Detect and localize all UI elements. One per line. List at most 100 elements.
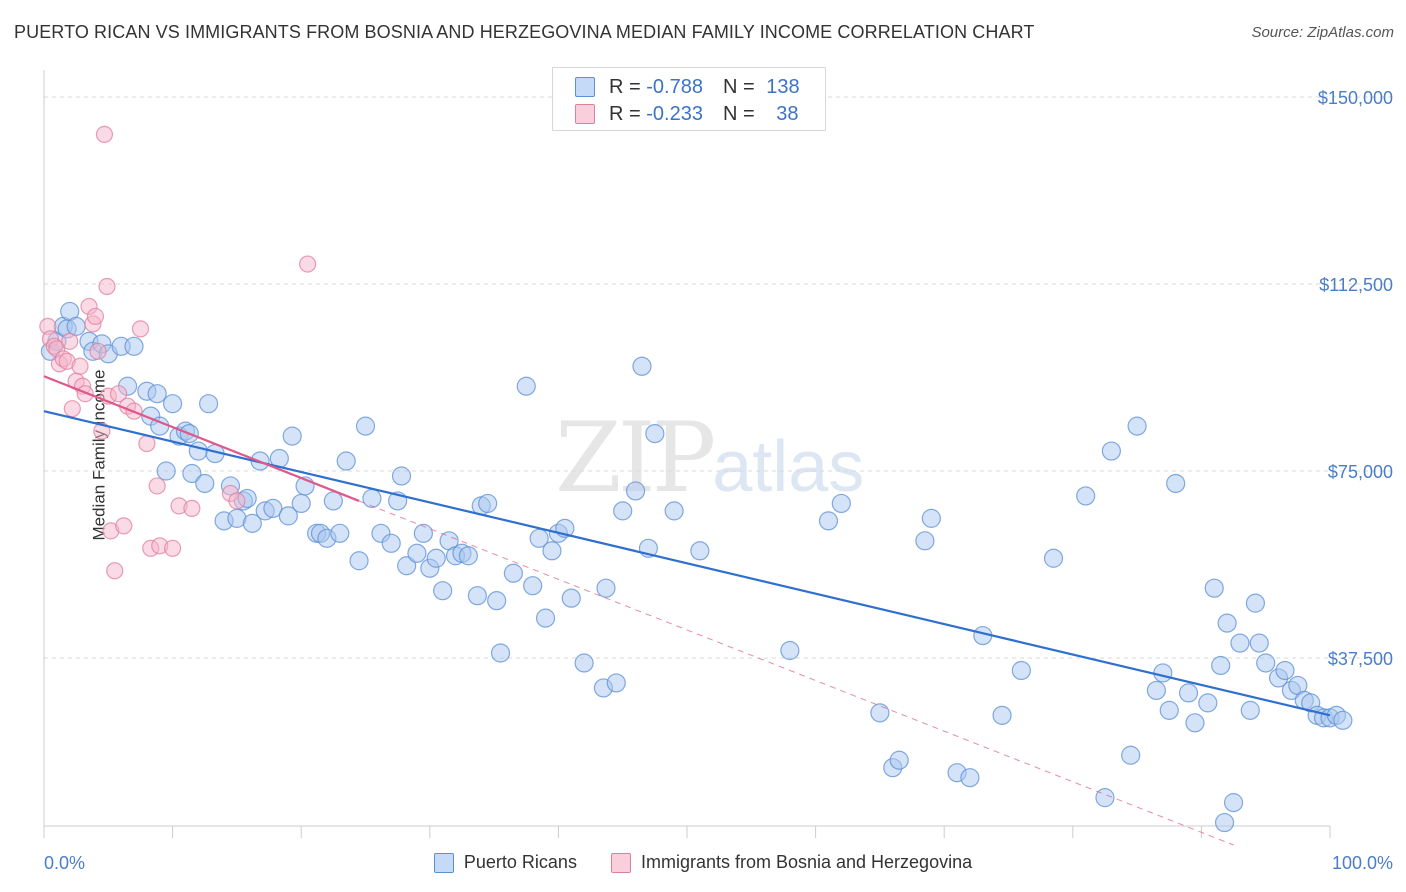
puerto-rican-point [1011,660,1031,681]
legend-n-label: N = [722,102,761,125]
watermark-atlas: atlas [712,427,865,507]
puerto-rican-point [182,463,202,484]
puerto-rican-point [147,384,167,404]
puerto-rican-point [195,473,215,494]
puerto-rican-point [1198,693,1218,713]
puerto-rican-point [1095,788,1115,808]
puerto-rican-point [1101,441,1121,461]
puerto-rican-point [397,556,417,576]
bosnia-point [93,422,111,440]
puerto-rican-point [1230,633,1250,653]
puerto-rican-point [1245,593,1266,613]
puerto-rican-point [1217,613,1237,633]
y-tick-label: $75,000 [1328,462,1393,482]
bosnia-trendline [43,375,360,502]
bosnia-point [228,492,246,510]
puerto-rican-point [921,508,941,528]
puerto-rican-point [831,493,851,514]
bosnia-point [183,499,201,517]
puerto-rican-trendline [43,410,1331,717]
chart-title: PUERTO RICAN VS IMMIGRANTS FROM BOSNIA A… [14,22,1035,42]
bosnia-point [109,385,128,403]
puerto-rican-point [355,416,376,436]
y-tick-label: $150,000 [1318,88,1393,108]
puerto-rican-point [263,498,283,518]
puerto-rican-point [1214,812,1235,833]
bosnia-point [299,255,317,273]
bosnia-point [115,517,133,535]
puerto-rican-point [503,563,523,583]
puerto-rican-point [467,586,487,606]
source-credit: Source: ZipAtlas.com [1251,24,1394,41]
legend-r-label: R = [609,102,647,125]
puerto-rican-point [242,513,262,533]
puerto-rican-point [362,488,382,509]
puerto-rican-point [66,316,86,336]
legend-r-label: R = [609,75,647,98]
puerto-rican-point [606,673,626,693]
puerto-rican-point [780,640,800,661]
puerto-rican-point [458,546,478,566]
bosnia-point [106,562,124,580]
puerto-rican-point [1121,745,1141,765]
puerto-rican-point [870,703,890,723]
puerto-rican-point [1153,663,1173,683]
x-tick-label: 0.0% [44,853,85,873]
bosnia-point [71,357,89,375]
puerto-rican-point [323,491,343,511]
puerto-rican-point [433,581,453,601]
puerto-rican-point [163,394,183,414]
series-swatch-pink [610,852,631,873]
puerto-rican-point [278,506,298,526]
puerto-rican-point [1333,710,1353,730]
puerto-rican-point [478,493,498,514]
puerto-rican-point [645,424,665,444]
correlation-legend: R = -0.788 N = 138 R = -0.233 N = 38 [552,67,826,131]
puerto-rican-point [330,523,350,543]
legend-swatch-blue [575,77,595,97]
puerto-rican-point [523,576,543,596]
puerto-rican-point [291,493,311,514]
bosnia-point [89,342,107,360]
puerto-rican-point [561,588,581,608]
bosnia-point [131,320,150,338]
puerto-rican-point [632,356,652,376]
puerto-rican-point [625,481,646,501]
puerto-rican-point [413,523,433,543]
legend-r-value: -0.233 [646,102,703,125]
puerto-rican-point [664,501,684,521]
x-tick-label: 100.0% [1332,853,1393,873]
puerto-rican-point [992,705,1012,725]
puerto-rican-point [1043,548,1064,568]
puerto-rican-point [407,543,427,563]
bosnia-point [148,477,166,495]
series-legend-label: Puerto Ricans [463,852,577,872]
legend-swatch-pink [575,104,595,124]
legend-row-bosnia: R = -0.233 N = 38 [575,101,798,127]
legend-n-value: 138 [766,75,800,98]
legend-row-puerto-ricans: R = -0.788 N = 138 [575,74,800,100]
y-tick-label: $112,500 [1319,275,1393,295]
puerto-rican-point [349,551,369,571]
puerto-rican-point [156,461,176,481]
bosnia-point [164,539,182,557]
puerto-rican-point [1223,793,1244,813]
puerto-rican-point [596,578,616,598]
bosnia-point [61,332,79,350]
puerto-rican-point [1240,700,1260,720]
legend-r-value: -0.788 [646,75,703,98]
puerto-rican-point [542,541,562,561]
puerto-rican-point [1256,653,1276,673]
puerto-rican-point [1204,578,1224,598]
bosnia-point [63,400,81,418]
puerto-rican-point [490,643,511,663]
puerto-rican-point [1249,633,1269,653]
puerto-rican-point [1076,486,1096,506]
puerto-rican-point [1275,660,1295,681]
series-legend-item-bosnia: Immigrants from Bosnia and Herzegovina [610,852,972,873]
puerto-rican-point [391,466,412,486]
puerto-rican-point [574,653,594,673]
puerto-rican-point [818,511,839,531]
series-legend-item-puerto-ricans: Puerto Ricans [433,852,577,873]
bosnia-point [95,125,114,143]
